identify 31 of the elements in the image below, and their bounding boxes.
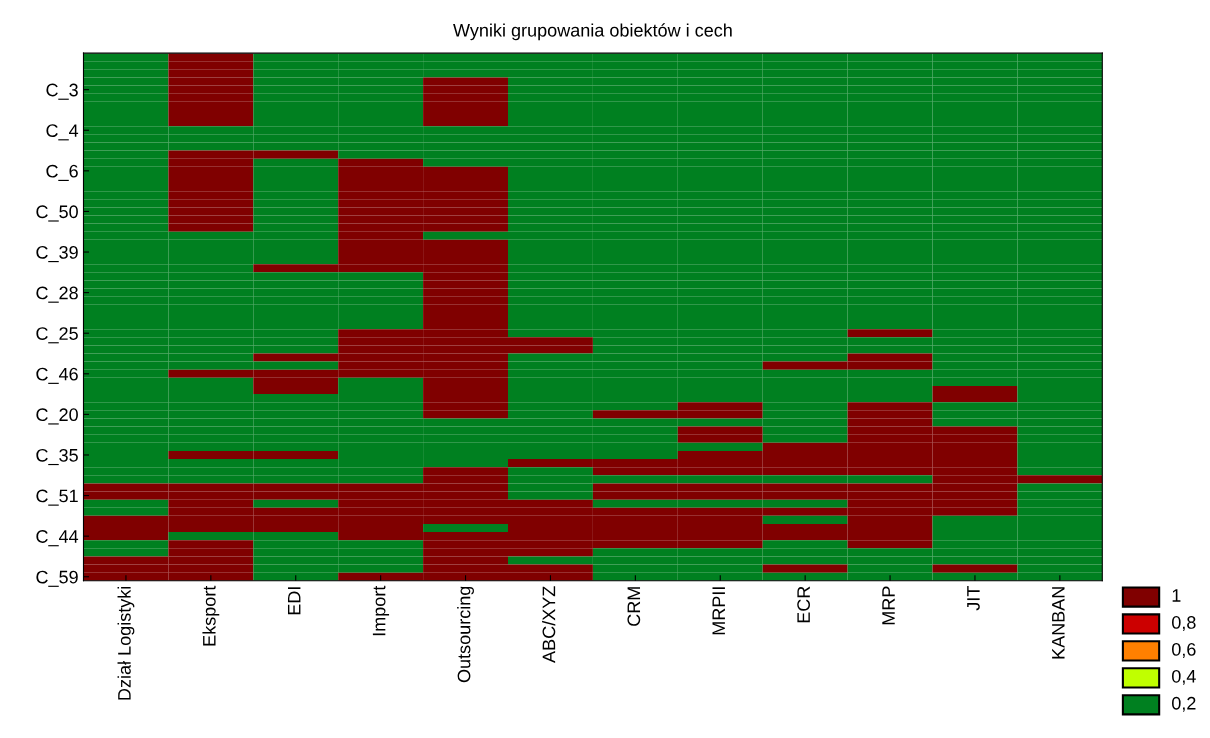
x-tick-label: EDI xyxy=(287,587,301,615)
x-tick-label: ABC/XYZ xyxy=(542,586,556,663)
x-tick-label: KANBAN xyxy=(1052,587,1065,659)
y-tick-label: C_20 xyxy=(36,408,78,425)
y-tick-label: C_28 xyxy=(36,286,78,303)
x-tick-label: ECR xyxy=(797,586,810,623)
color-bar-label: 0,2 xyxy=(1171,696,1196,712)
y-tick-label: C_6 xyxy=(46,164,78,181)
y-tick-label: C_4 xyxy=(46,124,79,141)
x-tick-label: Outsourcing xyxy=(457,586,474,683)
y-tick-label: C_59 xyxy=(36,570,78,587)
y-tick-label: C_35 xyxy=(36,448,78,466)
color-bar-label: 0,4 xyxy=(1171,669,1196,685)
x-tick-label: Dział Logistyki xyxy=(117,586,135,700)
color-bar-label: 0,8 xyxy=(1171,616,1196,631)
y-tick-label: C_25 xyxy=(36,327,78,344)
color-bar-label: 0,6 xyxy=(1171,642,1196,658)
chart-title: Wyniki grupowania obiektów i cech xyxy=(453,23,732,41)
x-tick-label: JIT xyxy=(967,586,980,611)
x-tick-label: Eksport xyxy=(202,585,220,646)
color-bar-label: 1 xyxy=(1172,589,1181,602)
x-tick-label: MRP xyxy=(882,586,895,625)
y-tick-label: C_46 xyxy=(36,367,78,384)
x-tick-label: Import xyxy=(372,585,390,636)
y-tick-label: C_3 xyxy=(46,83,78,100)
x-tick-label: MRPII xyxy=(712,587,725,635)
y-tick-label: C_44 xyxy=(36,530,79,547)
y-tick-label: C_51 xyxy=(36,489,78,506)
y-tick-label: C_39 xyxy=(36,245,78,263)
x-tick-label: CRM xyxy=(627,587,641,626)
y-tick-label: C_50 xyxy=(36,205,78,222)
